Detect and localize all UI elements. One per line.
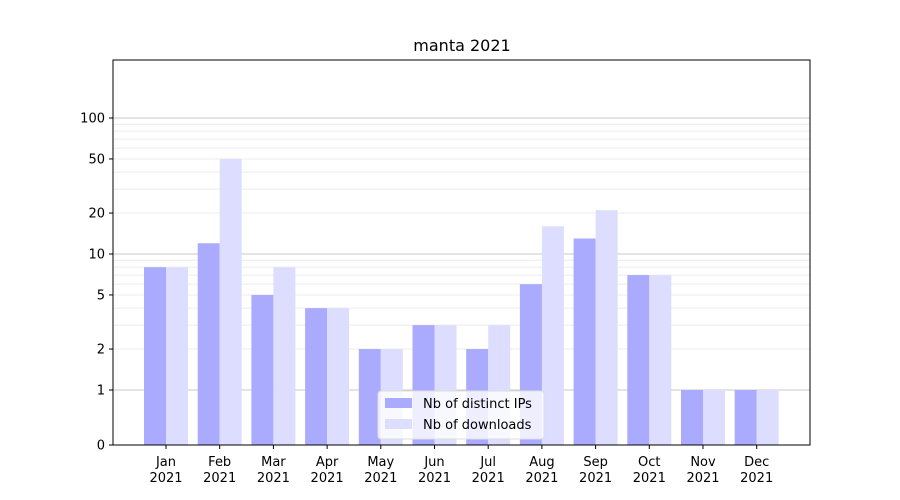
bar-ips-feb [197, 243, 220, 445]
x-tick-label: Mar 2021 [257, 455, 290, 486]
y-tick-label: 50 [88, 152, 105, 167]
bar-ips-apr [305, 308, 328, 445]
bar-ips-mar [251, 294, 274, 445]
bar-downloads-nov [703, 390, 725, 445]
x-tick-label: Feb 2021 [203, 455, 236, 486]
bar-downloads-dec [756, 390, 779, 445]
y-axis: 0 1 2 5 10 20 50 100 [80, 112, 113, 454]
x-tick-label: Nov 2021 [686, 455, 719, 486]
legend: Nb of distinct IPs Nb of downloads [377, 390, 545, 440]
legend-label: Nb of distinct IPs [423, 397, 532, 412]
bar-ips-nov [681, 390, 703, 445]
bar-downloads-jan [166, 267, 188, 445]
x-tick-label: Dec 2021 [740, 455, 773, 486]
bar-downloads-apr [327, 308, 350, 445]
legend-label: Nb of downloads [423, 418, 532, 433]
x-tick-label: Jun 2021 [418, 455, 451, 486]
y-tick-label: 5 [97, 288, 105, 303]
chart-title: manta 2021 [413, 36, 510, 55]
bar-downloads-feb [219, 158, 242, 446]
y-tick-label: 0 [97, 439, 105, 454]
y-tick-label: 10 [88, 248, 105, 263]
plot-frame [112, 59, 811, 446]
x-tick-label: Oct 2021 [633, 455, 666, 486]
bar-ips-may [358, 349, 381, 445]
x-tick-label: Sep 2021 [579, 455, 612, 486]
y-tick-label: 20 [88, 207, 105, 222]
bar-downloads-oct [649, 275, 672, 445]
bar-ips-oct [627, 275, 650, 445]
bar-downloads-aug [541, 226, 564, 445]
bar-downloads-sep [595, 210, 618, 445]
y-tick-label: 1 [97, 384, 105, 399]
bar-ips-dec [734, 390, 757, 445]
x-tick-label: Jan 2021 [149, 455, 182, 486]
legend-swatch [385, 398, 412, 408]
bar-downloads-mar [273, 267, 296, 445]
x-tick-label: Apr 2021 [311, 455, 344, 486]
x-tick-label: Aug 2021 [525, 455, 558, 486]
x-tick-label: Jul 2021 [472, 455, 505, 486]
bar-ips-sep [573, 238, 596, 445]
x-tick-label: May 2021 [364, 455, 397, 486]
legend-box [377, 390, 545, 440]
y-tick-label: 100 [80, 112, 105, 127]
legend-swatch [385, 419, 412, 429]
bar-ips-jan [144, 267, 166, 445]
x-axis: Jan 2021 Feb 2021 Mar 2021 Apr 2021 May 2021 Jun 20… [149, 445, 773, 486]
y-tick-label: 2 [97, 343, 105, 358]
